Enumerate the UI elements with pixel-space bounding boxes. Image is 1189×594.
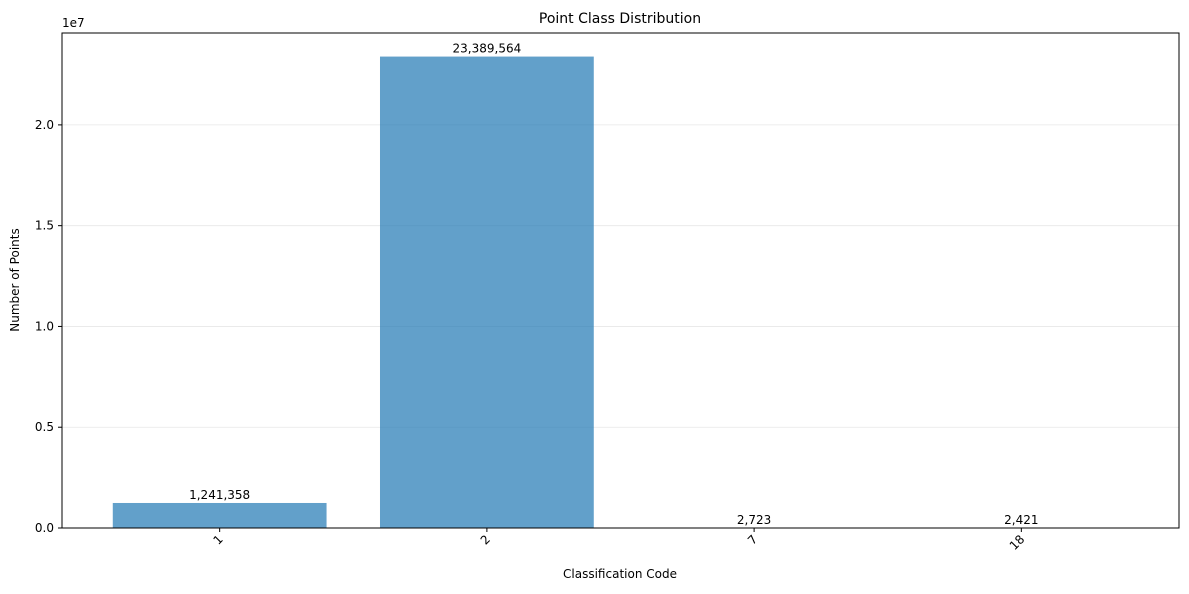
bar bbox=[380, 57, 594, 528]
y-tick-label: 0.5 bbox=[35, 420, 54, 434]
y-axis-label: Number of Points bbox=[8, 228, 22, 331]
y-axis-ticks: 0.0 0.5 1.0 1.5 2.0 bbox=[35, 118, 62, 535]
y-tick-label: 0.0 bbox=[35, 521, 54, 535]
bar-value-label: 1,241,358 bbox=[189, 488, 250, 502]
y-tick-label: 2.0 bbox=[35, 118, 54, 132]
x-tick-label: 2 bbox=[478, 532, 493, 547]
x-axis-label: Classification Code bbox=[563, 567, 677, 581]
chart-title: Point Class Distribution bbox=[539, 11, 701, 27]
x-tick-label: 1 bbox=[210, 532, 225, 547]
bar-value-label: 2,421 bbox=[1004, 513, 1038, 527]
bar-value-label: 2,723 bbox=[737, 513, 771, 527]
plot-frame bbox=[62, 33, 1179, 528]
grid-lines bbox=[62, 125, 1179, 528]
y-axis-offset-label: 1e7 bbox=[62, 16, 85, 30]
value-labels: 1,241,358 23,389,564 2,723 2,421 bbox=[189, 42, 1038, 527]
bars bbox=[113, 57, 1128, 528]
x-axis-ticks: 1 2 7 18 bbox=[210, 528, 1027, 553]
bar bbox=[113, 503, 327, 528]
y-tick-label: 1.5 bbox=[35, 219, 54, 233]
x-tick-label: 18 bbox=[1007, 532, 1028, 553]
bar-value-label: 23,389,564 bbox=[453, 42, 522, 56]
y-tick-label: 1.0 bbox=[35, 319, 54, 333]
x-tick-label: 7 bbox=[745, 532, 760, 547]
